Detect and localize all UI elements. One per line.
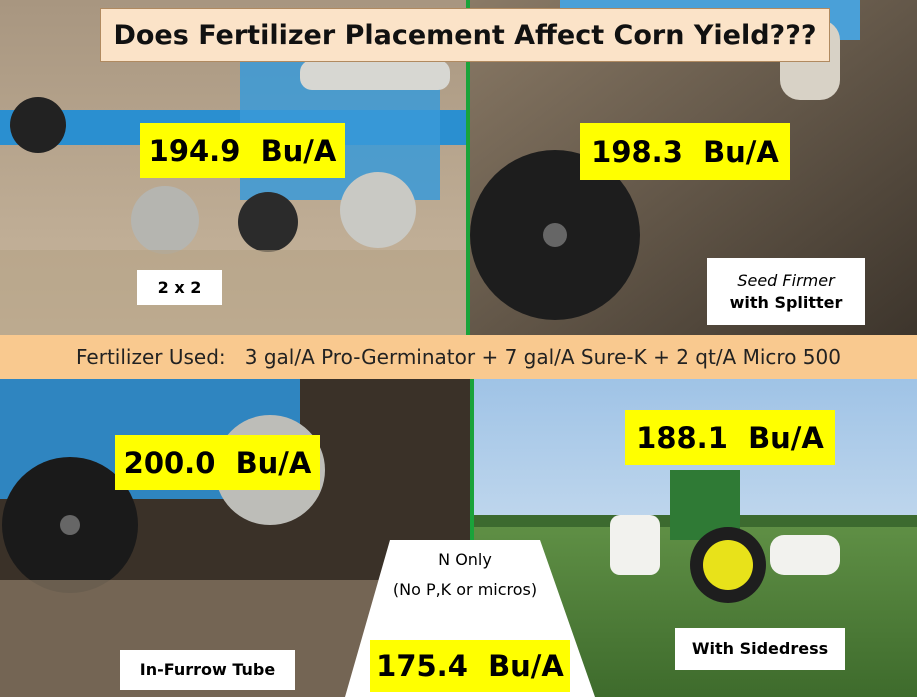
center-line: (No P,K or micros) — [393, 575, 537, 605]
center-line: N Only — [438, 545, 492, 575]
caption: 2 x 2 — [137, 270, 222, 305]
slide: Does Fertilizer Placement Affect Corn Yi… — [0, 0, 917, 697]
yield-label: 194.9 Bu/A — [140, 123, 345, 178]
caption-line: with Splitter — [730, 292, 843, 314]
fertilizer-text: 3 gal/A Pro-Germinator + 7 gal/A Sure-K … — [245, 345, 841, 369]
fertilizer-band: Fertilizer Used: 3 gal/A Pro-Germinator … — [0, 335, 917, 379]
title-box: Does Fertilizer Placement Affect Corn Yi… — [100, 8, 830, 62]
caption: Seed Firmer with Splitter — [707, 258, 865, 325]
caption: With Sidedress — [675, 628, 845, 670]
caption: In-Furrow Tube — [120, 650, 295, 690]
fertilizer-label: Fertilizer Used: — [76, 345, 226, 369]
yield-label: 200.0 Bu/A — [115, 435, 320, 490]
caption-line: Seed Firmer — [737, 270, 834, 292]
yield-label: 175.4 Bu/A — [370, 640, 570, 692]
yield-label: 188.1 Bu/A — [625, 410, 835, 465]
center-caption: N Only (No P,K or micros) — [370, 545, 560, 605]
yield-label: 198.3 Bu/A — [580, 123, 790, 180]
spacer — [226, 345, 245, 369]
title: Does Fertilizer Placement Affect Corn Yi… — [113, 20, 816, 51]
